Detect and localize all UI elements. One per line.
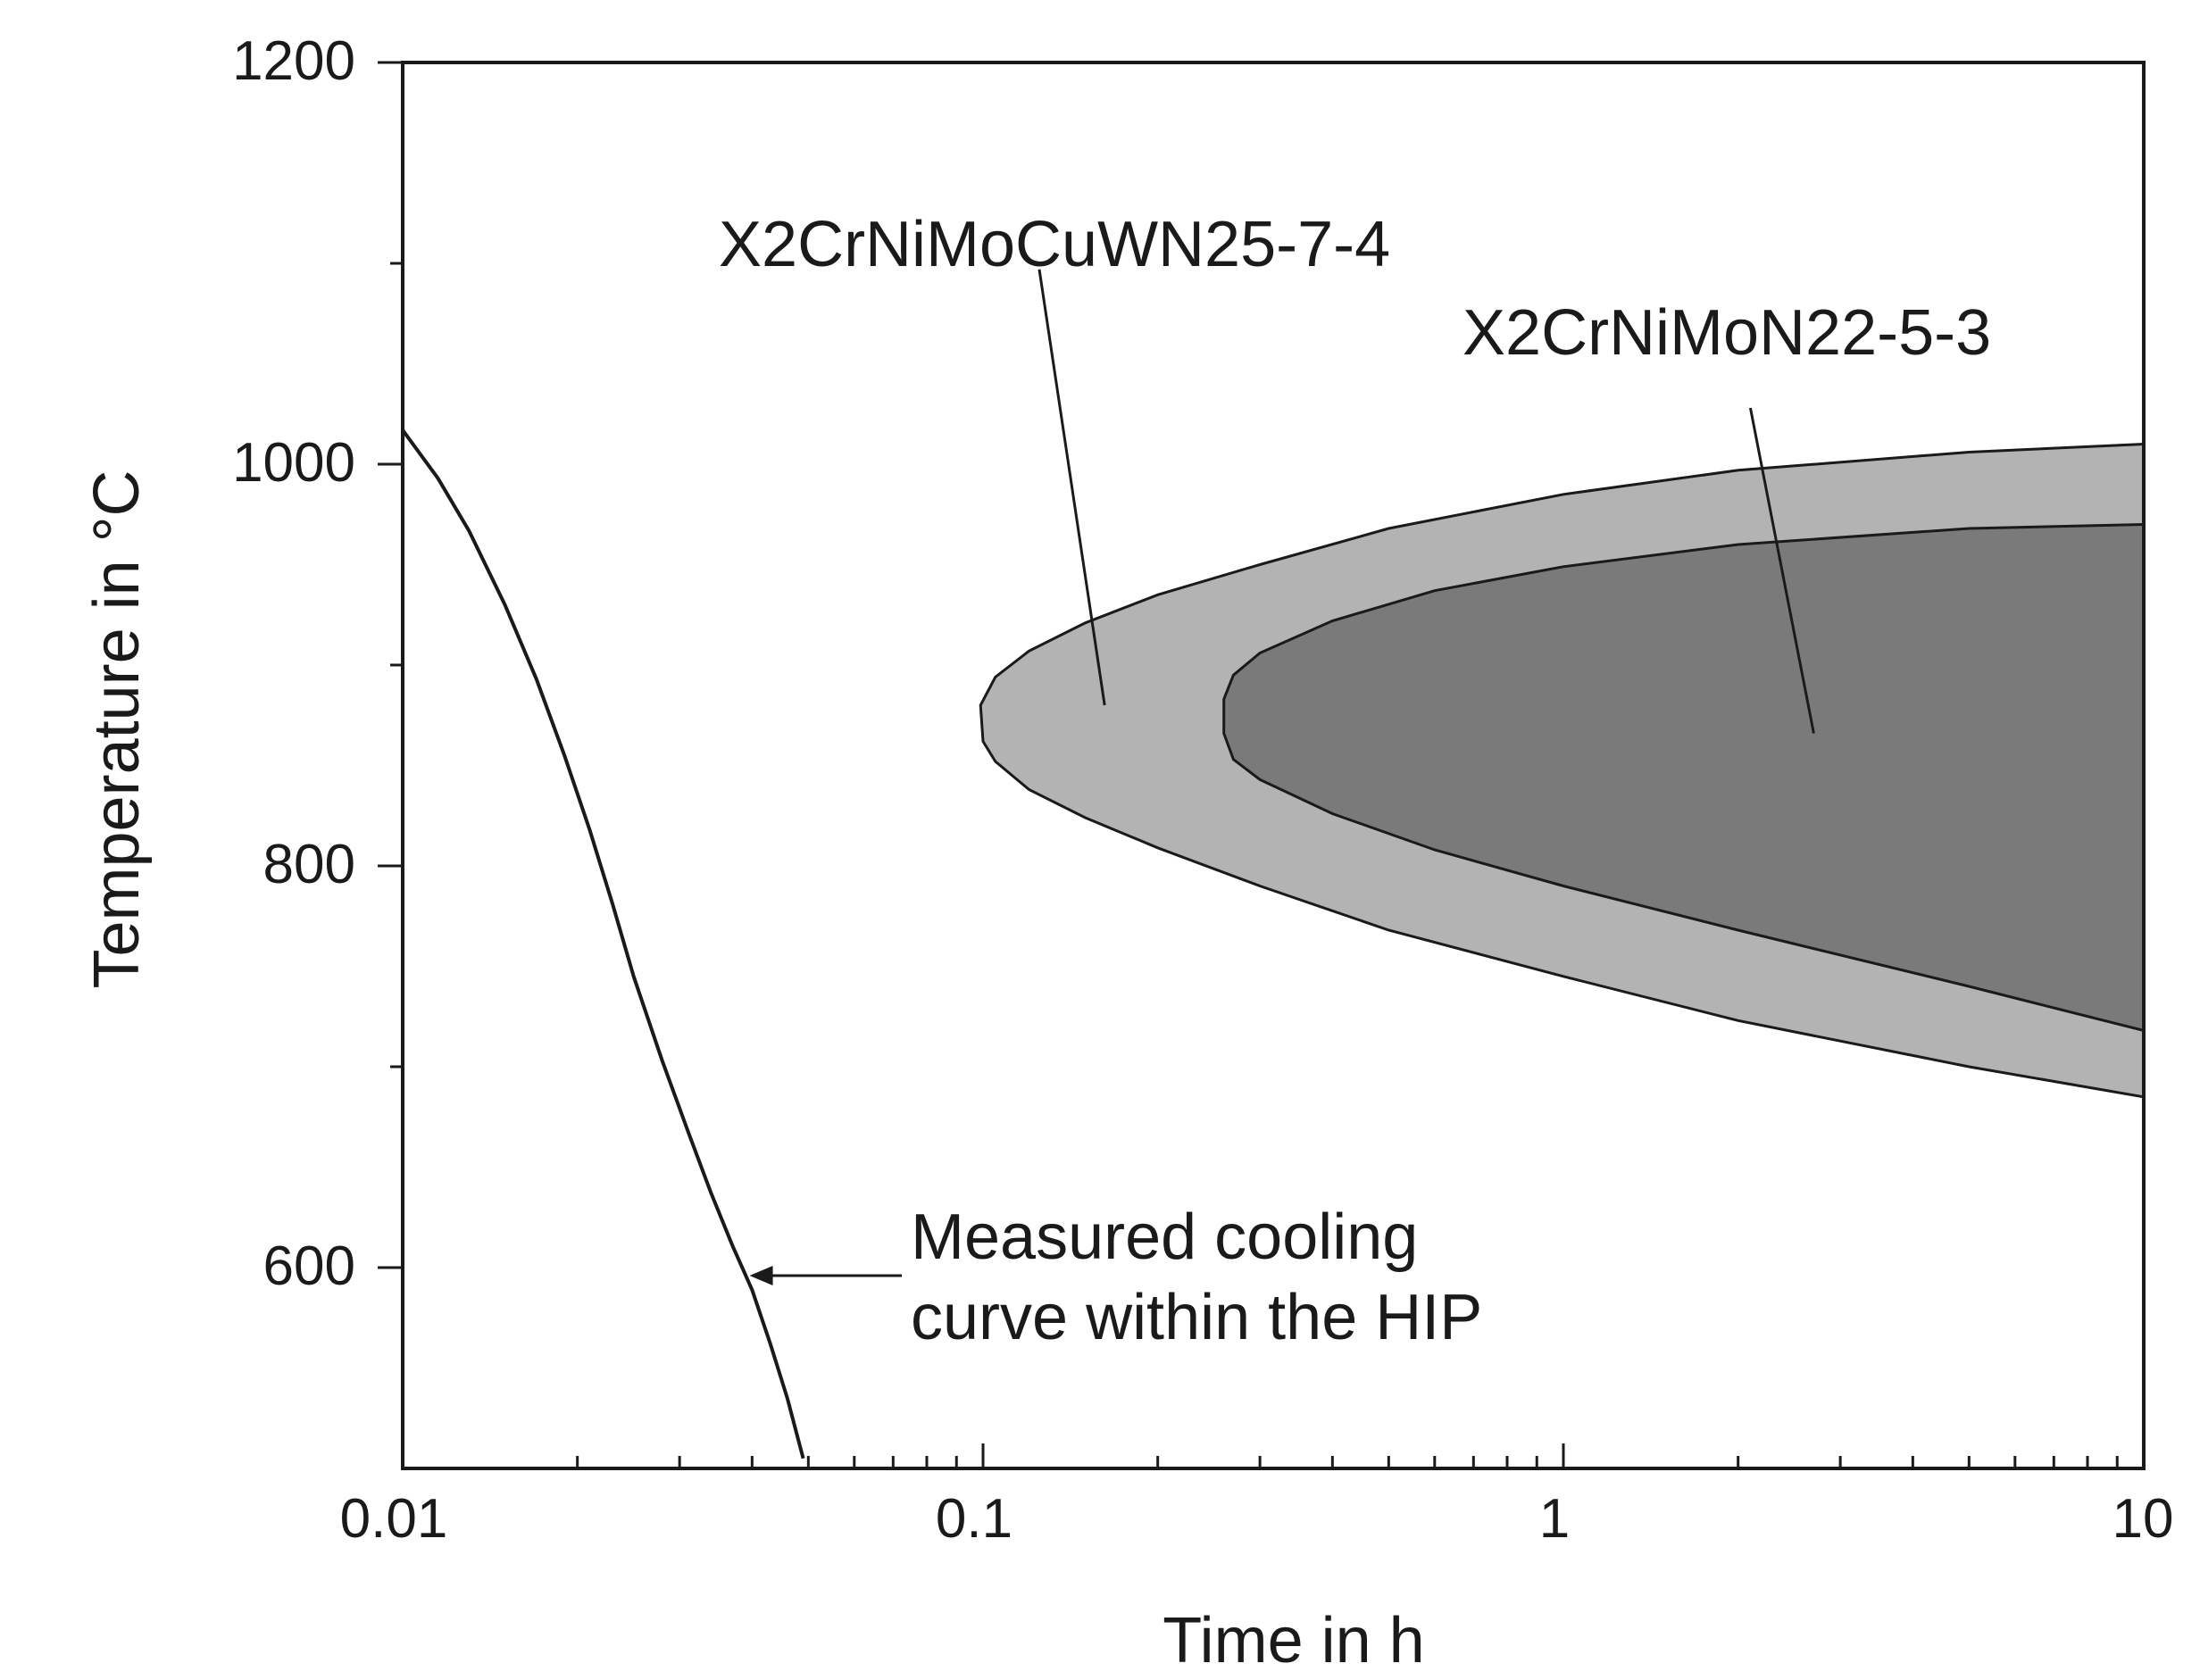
leader-duplex-22-5-3 [1748,407,1815,734]
x-tick-label: 10 [2112,1488,2174,1550]
cooling-curves [401,428,805,1460]
x-tick-label: 1 [1539,1488,1570,1550]
y-axis-ticks [378,61,403,1269]
x-tick-label: 0.1 [936,1488,1012,1550]
precipitation-regions [979,442,2146,1099]
cooling-arrow-head [749,1266,773,1285]
leader-duplex-25-7-4 [1038,269,1106,706]
annotation-cooling-line-2: curve within the HIP [911,1282,1482,1353]
plot-frame [401,61,2146,1470]
y-tick-label: 1200 [232,30,355,92]
x-axis-title: Time in h [1162,1605,1424,1676]
cooling-curve-line [401,428,805,1460]
annotation-duplex-25-7-4: X2CrNiMoCuWN25-7-4 [719,209,1390,280]
y-axis-title: Temperature in °C [81,470,153,988]
annotation-cooling-line-1: Measured cooling [911,1202,1418,1273]
y-tick-label: 600 [263,1235,355,1297]
annotation-duplex-22-5-3: X2CrNiMoN22-5-3 [1462,297,1991,369]
region-x2crnimon22-5-3 [1222,522,2146,1033]
x-tick-label: 0.01 [340,1488,448,1550]
x-axis-ticks [401,1443,2146,1468]
annotation-leaders [749,269,1815,1285]
y-tick-label: 1000 [232,432,355,494]
y-tick-label: 800 [263,834,355,895]
